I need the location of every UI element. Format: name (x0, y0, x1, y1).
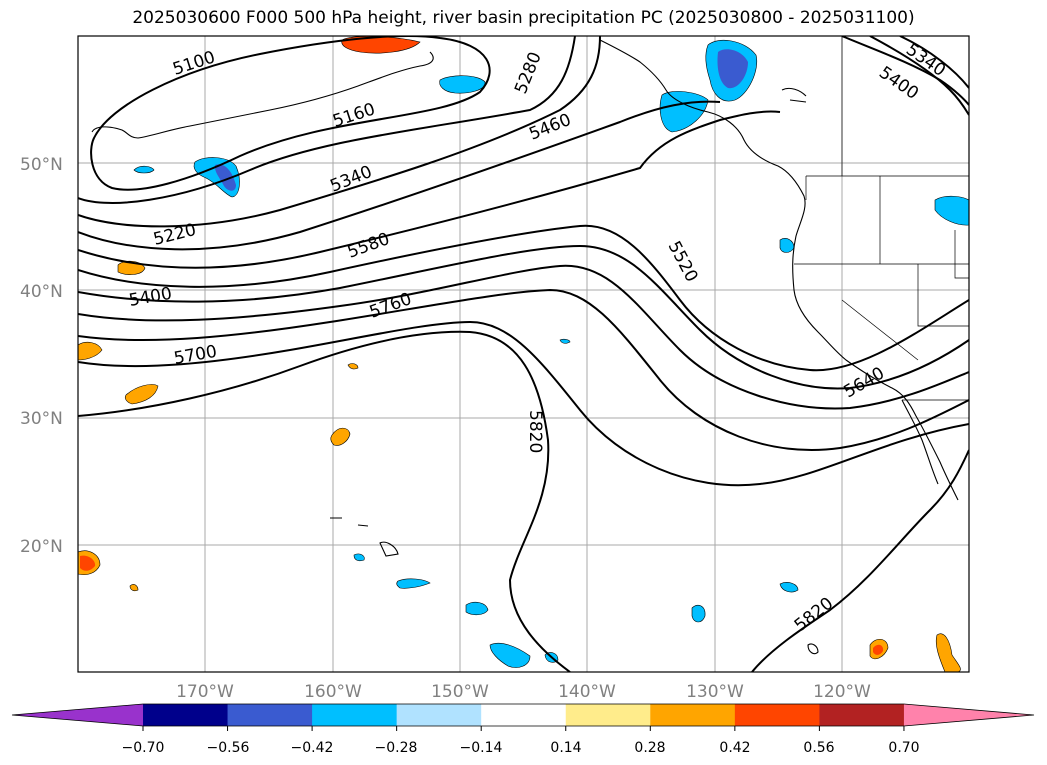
latitude-labels: 50°N 40°N 30°N 20°N (20, 155, 63, 557)
lat-label: 20°N (20, 537, 63, 557)
map-title: 2025030600 F000 500 hPa height, river ba… (132, 8, 915, 28)
colorbar-segment (650, 704, 736, 726)
colorbar-segment (565, 704, 651, 726)
lat-label: 30°N (20, 409, 63, 429)
lat-label: 50°N (20, 155, 63, 175)
colorbar-tick-labels: −0.70 −0.56 −0.42 −0.28 −0.14 0.14 0.28 … (122, 740, 920, 756)
colorbar-tick-label: −0.42 (291, 740, 334, 756)
precip-shading (78, 36, 969, 672)
colorbar-tick-label: −0.28 (375, 740, 418, 756)
political-borders (794, 36, 969, 401)
lon-label: 120°W (813, 682, 871, 702)
lon-label: 170°W (176, 682, 234, 702)
lon-label: 130°W (686, 682, 744, 702)
height-contours (78, 36, 969, 672)
colorbar-extend-low (12, 704, 143, 726)
lon-label: 150°W (431, 682, 489, 702)
colorbar-tick-label: −0.70 (122, 740, 165, 756)
colorbar-tick-label: 0.70 (888, 740, 919, 756)
colorbar-segment (396, 704, 482, 726)
longitude-labels: 170°W 160°W 150°W 140°W 130°W 120°W (176, 682, 871, 702)
colorbar (11, 703, 1035, 731)
colorbar-tick-label: −0.14 (460, 740, 503, 756)
colorbar-segment (734, 704, 820, 726)
lat-label: 40°N (20, 282, 63, 302)
map-area (78, 36, 969, 672)
colorbar-tick-label: 0.14 (550, 740, 581, 756)
lon-label: 160°W (304, 682, 362, 702)
colorbar-segment (227, 704, 313, 726)
lon-label: 140°W (558, 682, 616, 702)
colorbar-segment (312, 704, 398, 726)
colorbar-segment (819, 704, 905, 726)
colorbar-tick-label: 0.28 (634, 740, 665, 756)
colorbar-tick-label: 0.42 (719, 740, 750, 756)
colorbar-segment (481, 704, 567, 726)
colorbar-extend-high (903, 704, 1034, 726)
colorbar-tick-label: −0.56 (207, 740, 250, 756)
colorbar-segment (143, 704, 229, 726)
contour-label: 5820 (525, 410, 545, 453)
coastlines (91, 39, 959, 655)
colorbar-tick-label: 0.56 (803, 740, 834, 756)
graticule (78, 36, 969, 672)
map-frame (77, 35, 970, 673)
